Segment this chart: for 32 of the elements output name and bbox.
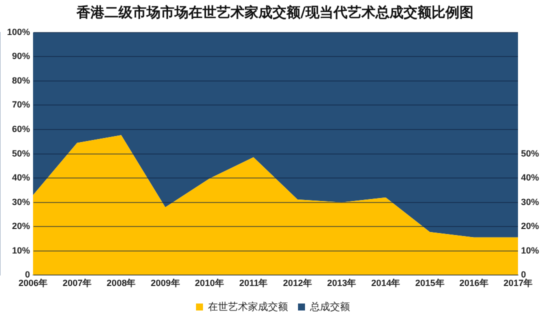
y2-tick-label: 0 [520, 270, 526, 280]
x-tick-label: 2012年 [283, 278, 312, 288]
y-tick-label: 0 [25, 270, 30, 280]
y-tick-label: 30% [12, 196, 30, 207]
y2-tick-label: 40% [520, 172, 539, 183]
y-tick-label: 20% [12, 221, 30, 232]
x-tick-label: 2015年 [415, 278, 444, 288]
x-tick-label: 2017年 [503, 278, 532, 288]
legend-label: 总成交额 [309, 300, 350, 313]
chart-title: 香港二级市场市场在世艺术家成交额/现当代艺术总成交额比例图 [75, 4, 475, 23]
x-tick-label: 2008年 [106, 278, 136, 288]
y-tick-label: 50% [12, 148, 30, 158]
y-tick-label: 80% [12, 75, 30, 86]
y-tick-label: 40% [12, 172, 30, 183]
y2-tick-label: 30% [520, 196, 539, 207]
x-tick-label: 2013年 [327, 278, 356, 288]
y-tick-label: 90% [12, 51, 30, 62]
y-tick-label: 10% [12, 245, 30, 256]
x-tick-label: 2007年 [62, 278, 92, 288]
x-tick-label: 2016年 [459, 278, 488, 288]
y-tick-label: 100% [6, 26, 30, 37]
legend-label: 在世艺术家成交额 [208, 300, 288, 313]
x-tick-label: 2014年 [371, 278, 400, 288]
x-tick-label: 2011年 [239, 278, 268, 288]
x-tick-label: 2006年 [18, 278, 48, 288]
y2-tick-label: 20% [520, 221, 539, 232]
y-tick-label: 70% [12, 100, 30, 110]
y2-tick-label: 10% [520, 245, 539, 256]
y-tick-label: 60% [12, 124, 30, 134]
y2-tick-label: 50% [520, 148, 539, 158]
x-tick-label: 2009年 [150, 278, 180, 288]
x-tick-label: 2010年 [194, 278, 224, 288]
